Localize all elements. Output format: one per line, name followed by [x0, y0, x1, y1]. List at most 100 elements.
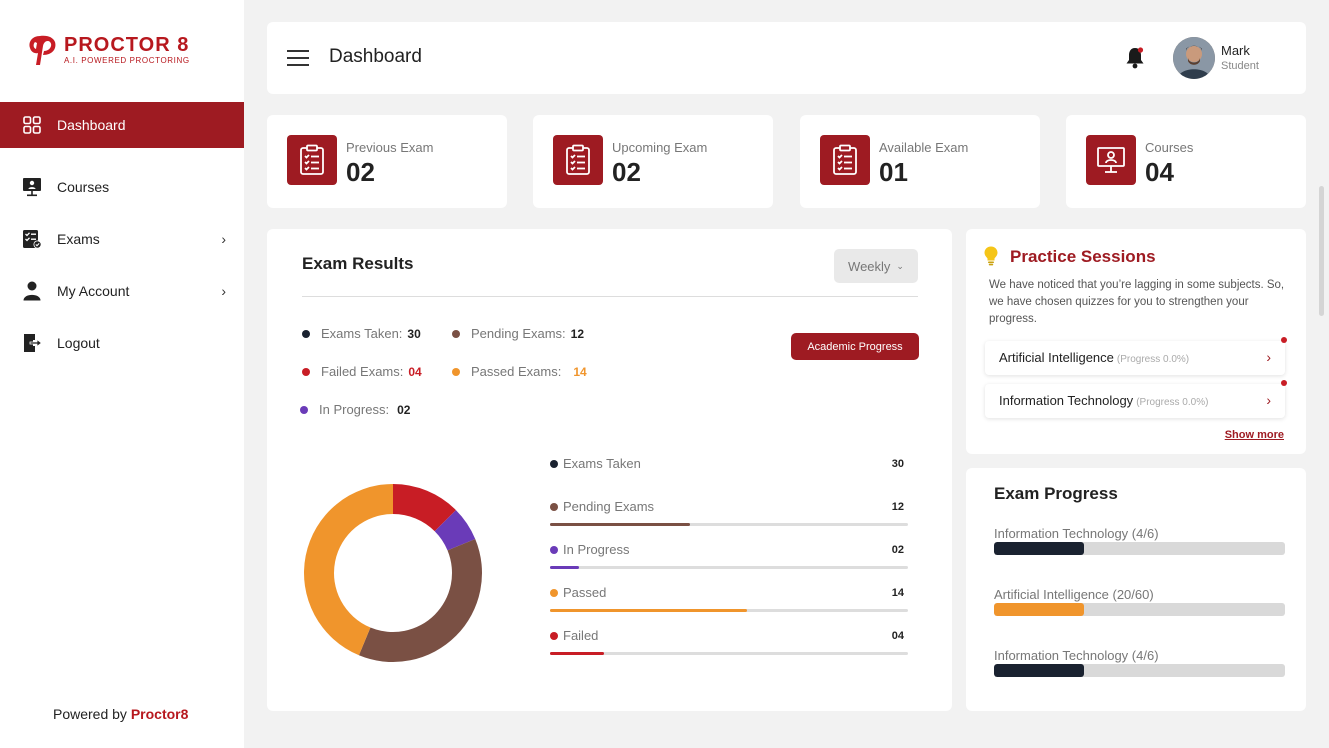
bar-track — [550, 523, 908, 526]
progress-label: Artificial Intelligence (20/60) — [994, 587, 1154, 602]
menu-toggle-icon[interactable] — [287, 50, 309, 66]
top-header: Dashboard Mark Student — [267, 22, 1306, 94]
chevron-right-icon: › — [221, 283, 226, 299]
presentation-icon — [22, 177, 42, 197]
stat-label: Previous Exam — [346, 140, 434, 155]
stat-card-upcoming-exam[interactable]: Upcoming Exam 02 — [533, 115, 773, 208]
summary-value: 14 — [573, 364, 587, 379]
legend-dot — [550, 631, 558, 640]
sidebar-item-label: My Account — [57, 283, 130, 299]
legend-dot — [550, 502, 558, 511]
bar-fill — [550, 523, 690, 526]
legend-dot — [302, 367, 310, 376]
stat-value: 04 — [1145, 157, 1174, 187]
proctor8-logo-icon — [29, 35, 56, 65]
sidebar-item-courses[interactable]: Courses — [0, 164, 244, 210]
divider — [302, 296, 918, 297]
exam-progress-title: Exam Progress — [994, 484, 1118, 503]
bar-track — [550, 652, 908, 655]
stat-card-available-exam[interactable]: Available Exam 01 — [800, 115, 1040, 208]
bar-track — [550, 566, 908, 569]
clipboard-icon — [287, 135, 337, 185]
progress-track — [994, 603, 1285, 616]
clipboard-icon — [553, 135, 603, 185]
progress-label: Information Technology (4/6) — [994, 648, 1159, 663]
donut-slice-failed — [393, 484, 456, 532]
summary-pending-exams: Pending Exams: 12 — [452, 326, 584, 341]
donut-slice-in-progress — [434, 510, 476, 551]
stat-label: Courses — [1145, 140, 1194, 155]
summary-passed-exams: Passed Exams: 14 — [452, 364, 587, 379]
summary-failed-exams: Failed Exams: 04 — [302, 364, 422, 379]
chevron-right-icon: › — [221, 231, 226, 247]
donut-slice-pending — [358, 538, 482, 662]
session-name: Information Technology — [999, 393, 1134, 408]
avatar[interactable] — [1173, 37, 1215, 79]
summary-in-progress: In Progress: 02 — [300, 402, 410, 417]
summary-label: Pending Exams: — [471, 326, 566, 341]
sidebar-item-label: Logout — [57, 335, 100, 351]
bar-label: Pending Exams — [563, 499, 655, 514]
session-progress: (Progress 0.0%) — [1136, 397, 1209, 408]
stat-card-previous-exam[interactable]: Previous Exam 02 — [267, 115, 507, 208]
bar-track — [550, 609, 908, 612]
sidebar-item-exams[interactable]: Exams › — [0, 216, 244, 262]
logo-title: PROCTOR 8 — [64, 34, 190, 56]
summary-exams-taken: Exams Taken: 30 — [302, 326, 421, 341]
result-bar-in-progress: In Progress 02 — [550, 542, 908, 569]
bar-label: Passed — [563, 585, 607, 600]
summary-value: 04 — [408, 364, 422, 379]
bar-value: 14 — [891, 587, 904, 599]
powered-prefix: Powered by — [53, 706, 127, 722]
chevron-right-icon: › — [1266, 392, 1271, 408]
sidebar-item-label: Courses — [57, 179, 110, 195]
result-bar-failed: Failed 04 — [550, 628, 908, 655]
new-indicator-dot — [1281, 337, 1287, 343]
legend-dot — [550, 588, 558, 597]
clipboard-icon — [820, 135, 870, 185]
logout-icon — [22, 333, 42, 353]
lightbulb-icon — [984, 246, 998, 266]
powered-brand-link[interactable]: Proctor8 — [130, 706, 189, 722]
summary-label: Failed Exams: — [321, 364, 404, 379]
bar-fill — [550, 566, 579, 569]
notification-bell-icon[interactable] — [1125, 46, 1145, 70]
legend-dot — [300, 405, 308, 414]
checklist-icon — [22, 229, 42, 249]
user-role: Student — [1221, 60, 1259, 72]
powered-by: Powered by Proctor8 — [53, 706, 188, 722]
page-scrollbar[interactable] — [1319, 186, 1324, 316]
progress-fill — [994, 542, 1085, 555]
result-bar-exams-taken: Exams Taken 30 — [550, 456, 908, 471]
bar-value: 02 — [891, 544, 904, 556]
results-donut-chart — [303, 484, 482, 662]
new-indicator-dot — [1281, 380, 1287, 386]
summary-value: 30 — [407, 326, 421, 341]
stat-card-courses[interactable]: Courses 04 — [1066, 115, 1306, 208]
sidebar-item-dashboard[interactable]: Dashboard — [0, 102, 244, 148]
practice-session-item[interactable]: Information Technology (Progress 0.0%) › — [985, 380, 1287, 418]
bar-label: Failed — [563, 628, 599, 643]
progress-fill — [994, 664, 1085, 677]
bar-value: 12 — [891, 501, 904, 513]
academic-progress-button[interactable]: Academic Progress — [791, 333, 919, 360]
practice-session-item[interactable]: Artificial Intelligence (Progress 0.0%) › — [985, 337, 1287, 375]
practice-description: We have noticed that you’re lagging in s… — [989, 279, 1285, 325]
exam-progress-card: Exam Progress Information Technology (4/… — [966, 468, 1306, 711]
bar-label: Exams Taken — [563, 456, 641, 471]
sidebar-item-logout[interactable]: Logout — [0, 320, 244, 366]
bar-value: 04 — [891, 630, 904, 642]
period-select[interactable]: Weekly ⌄ — [834, 249, 918, 283]
chevron-down-icon: ⌄ — [896, 260, 904, 271]
page-title: Dashboard — [329, 46, 422, 67]
sidebar: PROCTOR 8 A.I. POWERED PROCTORING Dashbo… — [0, 0, 244, 748]
sidebar-item-my-account[interactable]: My Account › — [0, 268, 244, 314]
exam-results-card: Exam Results Weekly ⌄ Exams Taken: 30 Pe… — [267, 229, 952, 711]
grid-icon — [22, 115, 42, 135]
legend-dot — [550, 545, 558, 554]
show-more-link[interactable]: Show more — [1224, 429, 1284, 441]
legend-dot — [302, 329, 310, 338]
progress-label: Information Technology (4/6) — [994, 526, 1159, 541]
logo[interactable]: PROCTOR 8 A.I. POWERED PROCTORING — [26, 32, 190, 68]
summary-label: In Progress: — [319, 402, 390, 417]
